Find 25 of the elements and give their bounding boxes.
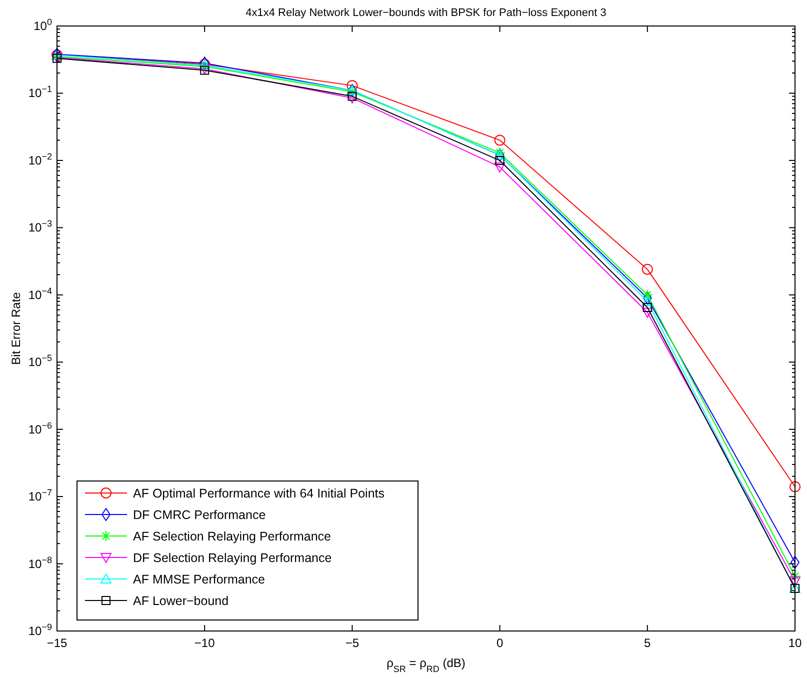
y-tick-label: 10$^{−3}$: [28, 218, 52, 235]
y-tick-label: 10$^{−5}$: [28, 353, 52, 370]
legend-label: AF MMSE Performance: [133, 572, 266, 586]
x-tick-label: −5: [345, 636, 360, 650]
legend-label: AF Optimal Performance with 64 Initial Points: [133, 486, 384, 500]
y-tick-label: 10$^{−7}$: [28, 488, 52, 504]
y-tick-label: 10$^{−9}$: [28, 622, 52, 638]
x-tick-label: 0: [496, 636, 504, 650]
y-tick-label: 10$^{−1}$: [28, 84, 52, 100]
y-tick-label: 10$^{−4}$: [28, 286, 52, 302]
x-axis-title: ρ$_{SR}$ = ρ$_{RD}$ (dB): [386, 656, 466, 674]
y-tick-label: 10$^{0}$: [34, 17, 52, 33]
x-tick-label: 10: [788, 636, 802, 650]
legend-label: DF CMRC Performance: [133, 508, 266, 522]
legend-label: AF Lower−bound: [133, 594, 229, 608]
y-tick-label: 10$^{−2}$: [28, 151, 52, 168]
x-tick-label: 5: [644, 636, 652, 650]
y-tick-label: 10$^{−6}$: [28, 420, 52, 436]
y-tick-label: 10$^{−8}$: [28, 554, 52, 571]
x-tick-label: −10: [194, 636, 216, 650]
legend-label: DF Selection Relaying Performance: [133, 551, 332, 565]
x-tick-label: −15: [46, 636, 68, 650]
y-axis-title: Bit Error Rate: [9, 292, 23, 365]
legend-label: AF Selection Relaying Performance: [133, 530, 332, 544]
chart-title: 4x1x4 Relay Network Lower−bounds with BPSK for Path−loss Exponent 3: [246, 7, 606, 19]
